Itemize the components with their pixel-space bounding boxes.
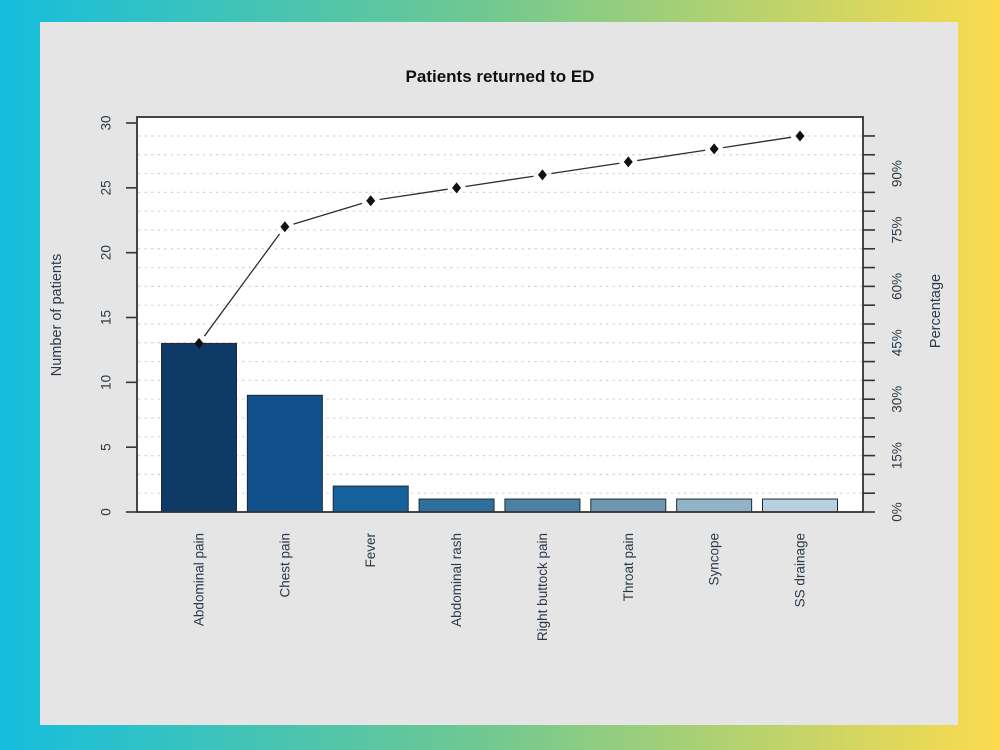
cumulative-point-fever	[366, 195, 376, 207]
cumulative-point-chest-pain	[280, 221, 290, 233]
right-tick-label: 0%	[890, 502, 905, 522]
right-tick-label: 30%	[890, 386, 905, 413]
cumulative-line-segment	[203, 233, 281, 337]
left-tick-label: 15	[99, 310, 114, 325]
bar-ss-drainage	[761, 498, 838, 513]
bar-abdominal-rash	[418, 498, 495, 513]
cumulative-point-throat-pain	[623, 156, 633, 168]
x-label-fever: Fever	[363, 533, 378, 568]
right-tick-label: 75%	[890, 216, 905, 243]
left-tick-label: 0	[99, 508, 114, 516]
x-label-ss-drainage: SS drainage	[792, 533, 807, 607]
cumulative-point-abdominal-rash	[452, 182, 462, 194]
cumulative-line-segment	[379, 188, 448, 201]
cumulative-point-right-buttock-pain	[537, 169, 547, 181]
cumulative-point-ss-drainage	[795, 130, 805, 142]
right-tick-label: 90%	[890, 160, 905, 187]
tick-layer	[126, 122, 875, 513]
bar-layer	[161, 342, 838, 513]
label-layer: 0 5 10 15 20 25 30 0% 15% 30% 45% 60% 75% 90% Abdomina…	[99, 115, 905, 641]
cumulative-point-abdominal-pain	[194, 337, 204, 349]
x-label-right-buttock-pain: Right buttock pain	[535, 533, 550, 641]
bar-throat-pain	[590, 498, 667, 513]
bar-right-buttock-pain	[504, 498, 581, 513]
cumulative-line-segment	[637, 149, 706, 162]
x-label-abdominal-rash: Abdominal rash	[449, 533, 464, 627]
left-axis-title: Number of patients	[49, 254, 65, 377]
left-tick-label: 10	[99, 375, 114, 390]
x-label-abdominal-pain: Abdominal pain	[192, 533, 207, 626]
cumulative-line-segment	[551, 162, 620, 175]
chart-title: Patients returned to ED	[406, 67, 595, 86]
cumulative-line-segment	[722, 136, 792, 149]
right-axis-title: Percentage	[928, 274, 944, 348]
bar-syncope	[676, 498, 753, 513]
right-tick-label: 15%	[890, 442, 905, 469]
cumulative-line-segment	[293, 202, 363, 225]
cumulative-point-syncope	[709, 143, 719, 155]
bar-chest-pain	[246, 394, 323, 513]
x-label-syncope: Syncope	[707, 533, 722, 586]
left-tick-label: 20	[99, 245, 114, 260]
plot-area	[137, 117, 863, 512]
plot-border	[136, 116, 864, 513]
x-label-throat-pain: Throat pain	[621, 533, 636, 601]
right-tick-label: 60%	[890, 273, 905, 300]
left-tick-label: 25	[99, 180, 114, 195]
left-tick-label: 30	[99, 115, 114, 130]
bar-abdominal-pain	[161, 342, 237, 513]
bar-fever	[332, 485, 409, 513]
right-tick-label: 45%	[890, 329, 905, 356]
cumulative-line-segment	[465, 175, 534, 188]
left-tick-label: 5	[99, 443, 114, 451]
x-label-chest-pain: Chest pain	[277, 533, 292, 598]
cumulative-line-layer	[194, 130, 805, 349]
